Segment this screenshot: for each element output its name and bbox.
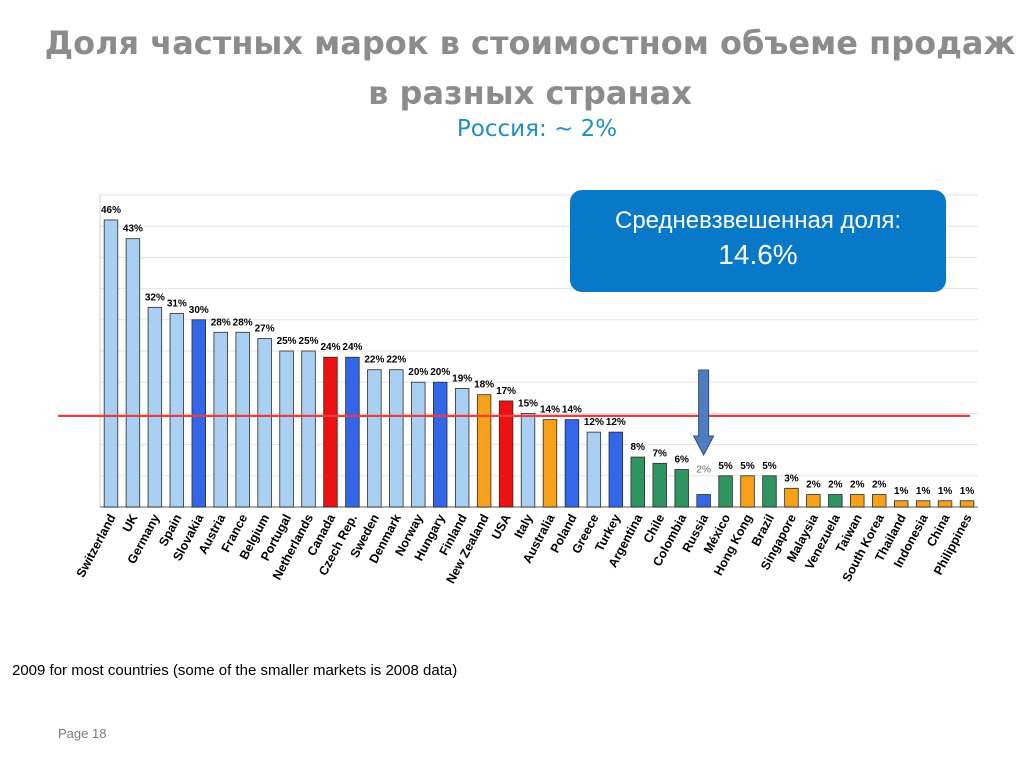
bar-brazil (762, 475, 777, 508)
value-labels: 46%43%32%31%30%28% 28%27%25% 25%24% 24%22% 2… (101, 205, 974, 497)
category-label: Switzerland (74, 512, 119, 580)
value-label: 1% (894, 486, 909, 497)
value-label: 5% (718, 461, 733, 472)
bar-norway (411, 381, 426, 508)
russia-subtitle: Россия: ~ 2% (456, 116, 618, 142)
bar-italy (520, 412, 536, 508)
value-label: 12% (606, 417, 626, 428)
value-label: 12% (584, 417, 604, 428)
value-label: 3% (784, 473, 799, 484)
bar-france (235, 331, 250, 508)
value-label: 24% (342, 342, 362, 353)
value-label: 1% (916, 486, 931, 497)
value-label: 6% (674, 455, 689, 466)
value-label: 25% (299, 336, 319, 347)
value-label: 5% (762, 461, 777, 472)
value-label: 2% (850, 480, 865, 491)
bar-m-xico (718, 475, 733, 508)
bar-switzerland (103, 219, 119, 508)
page-number: Page 18 (58, 726, 107, 741)
value-label: 31% (167, 299, 187, 310)
value-label: 18% (474, 380, 494, 391)
bar-colombia (674, 469, 689, 508)
bar-poland (564, 419, 580, 508)
value-label: 28% (211, 317, 231, 328)
value-label: 20% (430, 367, 450, 378)
category-label: USA (489, 512, 514, 542)
value-label: 2% (872, 480, 887, 491)
value-label: 46% (101, 205, 121, 216)
bar-taiwan (850, 494, 865, 508)
value-label: 32% (145, 292, 165, 303)
bar-turkey (608, 431, 624, 508)
bar-usa (498, 400, 514, 508)
russia-arrow-icon (692, 369, 715, 457)
footnote: 2009 for most countries (some of the sma… (12, 662, 458, 679)
value-label: 2% (828, 480, 843, 491)
bar-indonesia (915, 500, 931, 508)
value-label: 14% (540, 405, 560, 416)
value-label: 25% (277, 336, 297, 347)
value-label: 2% (806, 480, 821, 491)
chart-overlay (58, 369, 970, 457)
bar-austria (213, 331, 228, 508)
value-label: 17% (496, 386, 516, 397)
bar-malaysia (806, 494, 821, 508)
value-label: 2% (696, 465, 711, 476)
value-label: 27% (255, 324, 275, 335)
bar-spain (169, 313, 185, 508)
bar-netherlands (301, 350, 316, 508)
value-label: 5% (740, 461, 755, 472)
category-labels: Switzerland UKGermanySpainSlovakiaAustria… (74, 511, 975, 586)
bar-australia (542, 419, 558, 508)
bar-greece (586, 431, 602, 508)
bar-germany (147, 306, 163, 508)
bar-chile (652, 462, 667, 508)
value-label: 1% (960, 486, 975, 497)
bar-china (937, 500, 953, 508)
bar-venezuela (828, 494, 843, 508)
bar-singapore (784, 487, 799, 508)
bar-argentina (630, 456, 645, 508)
slide-title: Доля частных марок в стоимостном объеме … (44, 24, 1016, 112)
value-label: 22% (386, 355, 406, 366)
weighted-average-callout: Средневзвешенная доля: 14.6% (570, 190, 946, 292)
value-label: 20% (408, 367, 428, 378)
value-label: 1% (938, 486, 953, 497)
value-label: 14% (562, 405, 582, 416)
value-label: 8% (631, 442, 646, 453)
bar-new-zealand (476, 394, 492, 508)
bar-philippines (959, 500, 975, 508)
value-label: 19% (452, 373, 472, 384)
bar-slovakia (191, 319, 206, 508)
callout-value: 14.6% (718, 239, 798, 270)
bar-denmark (389, 369, 404, 508)
bar-canada (323, 356, 338, 508)
bar-russia (696, 494, 711, 508)
bar-hong-kong (740, 475, 755, 508)
value-label: 43% (123, 224, 143, 235)
bar-czech-rep- (345, 356, 360, 508)
value-label: 15% (518, 398, 538, 409)
value-label: 24% (320, 342, 340, 353)
bar-portugal (279, 350, 294, 508)
bar-hungary (433, 381, 448, 508)
bar-south-korea (872, 494, 887, 508)
category-label: UK (120, 512, 141, 535)
value-label: 22% (364, 355, 384, 366)
chart-bars (103, 219, 975, 508)
bar-thailand (893, 500, 909, 508)
bar-uk (125, 238, 141, 508)
bar-sweden (367, 369, 382, 508)
value-label: 7% (652, 448, 667, 459)
bar-chart: 46%43%32%31%30%28% 28%27%25% 25%24% 24%22% 2… (58, 194, 978, 586)
bar-finland (454, 388, 470, 508)
value-label: 28% (233, 317, 253, 328)
value-label: 30% (189, 305, 209, 316)
bar-belgium (257, 338, 272, 508)
callout-label: Средневзвешенная доля: (614, 207, 902, 234)
